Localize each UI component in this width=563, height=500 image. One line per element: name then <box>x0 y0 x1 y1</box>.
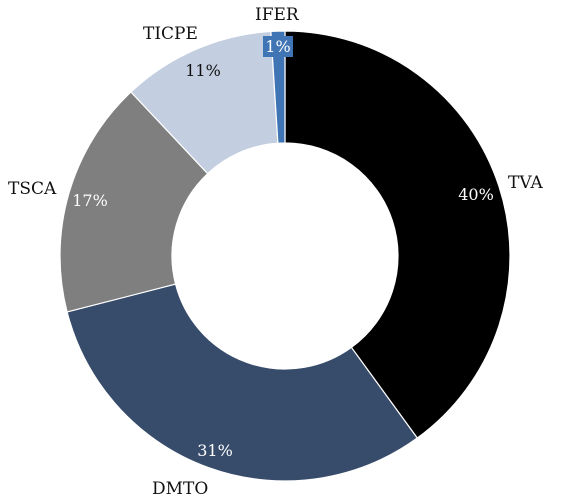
slice-tva <box>284 30 511 439</box>
percent-label-ticpe: 11% <box>185 61 221 80</box>
slice-ifer <box>270 30 286 144</box>
category-label-tsca: TSCA <box>8 179 57 199</box>
slice-tsca <box>59 91 209 313</box>
category-label-tva: TVA <box>508 173 543 193</box>
percent-label-tva: 40% <box>458 185 494 204</box>
percent-label-ifer: 1% <box>265 37 290 56</box>
slice-dmto <box>66 283 419 482</box>
percent-label-tsca: 17% <box>72 191 108 210</box>
category-label-ticpe: TICPE <box>143 24 198 44</box>
slice-label-bg-ifer <box>263 36 293 57</box>
percent-label-dmto: 31% <box>197 441 233 460</box>
category-label-dmto: DMTO <box>152 479 208 499</box>
category-label-ifer: IFER <box>255 5 300 25</box>
